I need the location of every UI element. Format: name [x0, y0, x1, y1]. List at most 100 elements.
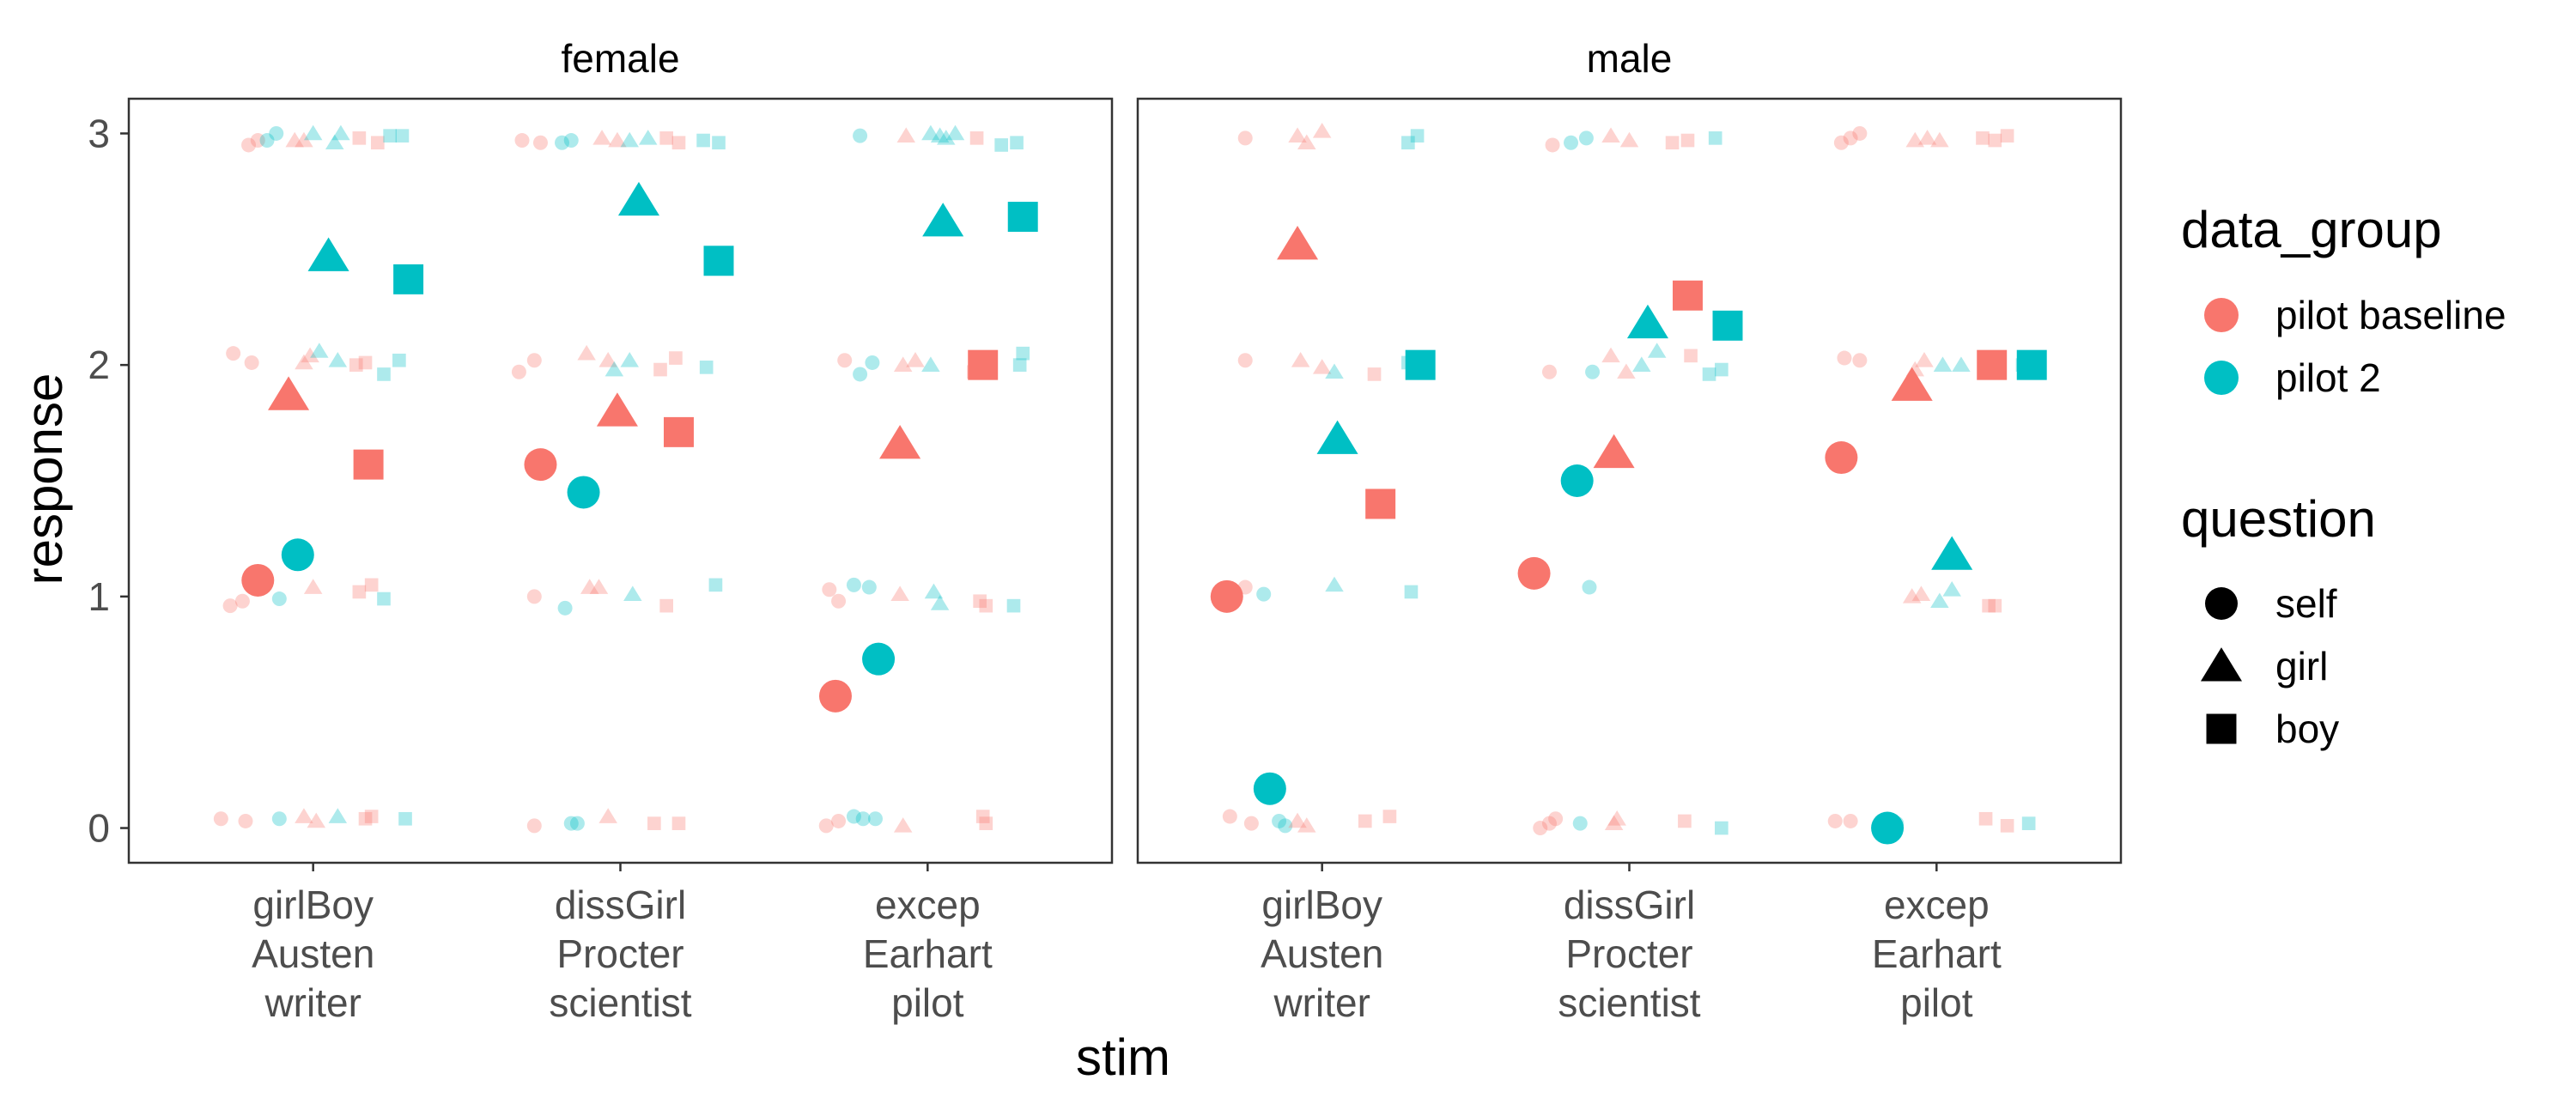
raw-point [234, 593, 250, 609]
raw-point [364, 810, 379, 823]
mean-point [922, 203, 964, 237]
raw-point [975, 810, 990, 823]
mean-point [1007, 202, 1038, 233]
raw-points [1222, 122, 2036, 836]
raw-point [526, 818, 542, 834]
raw-point [1010, 136, 1024, 150]
raw-point [647, 816, 661, 830]
raw-point [2000, 819, 2014, 833]
raw-point [1952, 356, 1971, 372]
x-tick-label: scientist [1558, 980, 1700, 1025]
raw-point [1976, 131, 1990, 145]
raw-point [1582, 579, 1597, 595]
raw-point [1585, 364, 1601, 379]
legend-title-question: question [2181, 490, 2376, 548]
mean-point [307, 237, 349, 271]
x-tick-label: girlBoy [252, 883, 374, 927]
raw-point [1715, 362, 1728, 377]
raw-point [605, 361, 624, 377]
mean-point [393, 264, 424, 294]
raw-point [1988, 133, 2002, 148]
x-axis: girlBoyAustenwriterdissGirlProcterscient… [252, 863, 2002, 1025]
raw-point [638, 130, 658, 145]
y-tick-label: 0 [88, 806, 110, 851]
mean-point [353, 449, 384, 480]
raw-point [893, 356, 913, 372]
mean-point [1517, 556, 1551, 590]
mean-point [268, 376, 310, 410]
raw-point [1843, 813, 1858, 828]
raw-point [671, 136, 686, 150]
legend-key-pilot-2 [2204, 361, 2239, 395]
raw-point [557, 600, 573, 616]
legend-label-pilot-baseline: pilot baseline [2275, 293, 2506, 337]
raw-point [358, 355, 373, 370]
raw-point [669, 351, 683, 365]
mean-points [1210, 226, 2047, 845]
raw-point [1564, 135, 1579, 150]
x-tick-label: Procter [556, 931, 683, 976]
raw-point [589, 579, 609, 594]
raw-point [1297, 134, 1316, 150]
mean-point [1560, 464, 1594, 497]
raw-point [259, 133, 275, 149]
raw-point [555, 135, 570, 150]
raw-point [712, 136, 726, 150]
raw-point [1708, 131, 1722, 145]
mean-point [664, 416, 694, 447]
raw-point [1367, 367, 1382, 381]
raw-point [973, 594, 987, 609]
mean-point [1712, 310, 1743, 341]
raw-point [1012, 358, 1027, 372]
raw-point [1680, 133, 1695, 148]
y-tick-label: 1 [88, 574, 110, 619]
raw-point [1222, 809, 1237, 824]
raw-point [1827, 813, 1843, 828]
raw-point [328, 351, 348, 367]
raw-point [271, 591, 287, 607]
raw-point [930, 127, 950, 143]
mean-point [1825, 441, 1858, 475]
raw-point [1297, 817, 1316, 833]
raw-point [1401, 136, 1415, 150]
raw-point [623, 585, 642, 601]
mean-point [1977, 349, 2008, 380]
mean-point [818, 679, 852, 713]
raw-point [303, 579, 323, 594]
raw-point [358, 811, 373, 826]
mean-point [703, 246, 734, 276]
legend: data_group pilot baseline pilot 2 questi… [2181, 201, 2506, 751]
raw-point [295, 808, 313, 823]
x-tick-label: girlBoy [1261, 883, 1382, 927]
raw-point [395, 129, 410, 143]
mean-point [1316, 420, 1358, 454]
raw-point [906, 351, 925, 367]
raw-point [1665, 136, 1680, 150]
raw-point [352, 131, 367, 145]
raw-point [271, 811, 287, 827]
raw-point [398, 811, 412, 826]
raw-point [303, 124, 323, 141]
raw-point [1237, 353, 1253, 368]
legend-label-pilot-2: pilot 2 [2275, 355, 2381, 400]
raw-point [1978, 811, 1993, 826]
raw-point [383, 129, 397, 143]
raw-point [1578, 130, 1594, 146]
raw-points [213, 124, 1030, 834]
raw-point [598, 351, 617, 367]
raw-point [930, 595, 950, 610]
x-tick-label: Earhart [1872, 931, 2002, 976]
raw-point [1933, 356, 1953, 372]
x-tick-label: excep [1884, 883, 1990, 927]
raw-point [1256, 586, 1272, 602]
raw-point [1278, 818, 1293, 834]
raw-point [349, 358, 363, 372]
mean-point [1365, 488, 1396, 519]
raw-point [1325, 363, 1344, 379]
raw-point [659, 131, 673, 145]
mean-point [596, 392, 638, 427]
x-tick-label: scientist [549, 980, 691, 1025]
x-tick-label: Procter [1565, 931, 1692, 976]
raw-point [526, 353, 542, 368]
raw-point [241, 137, 257, 153]
